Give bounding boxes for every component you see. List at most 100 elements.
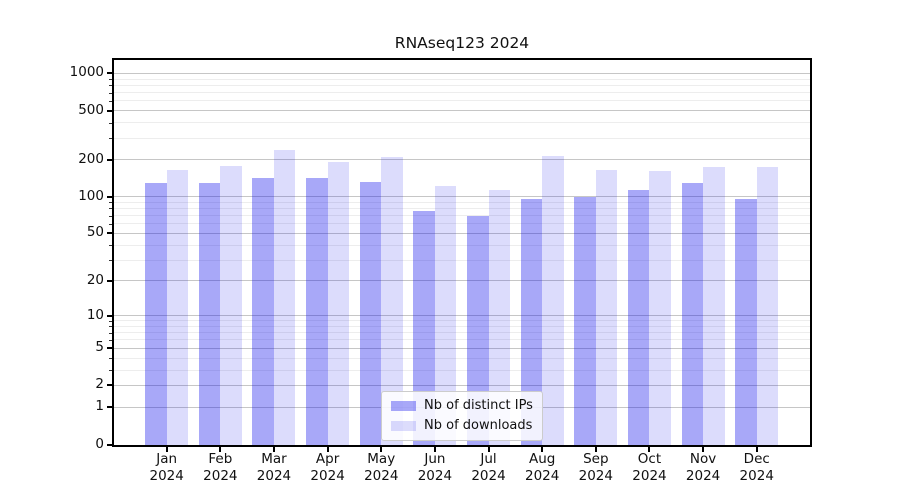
x-tick xyxy=(219,447,222,452)
bar-jun-distinct-ips xyxy=(413,210,435,445)
y-minor-tick xyxy=(109,260,112,262)
grid-major-line xyxy=(114,347,810,349)
y-tick-label-2: 2 xyxy=(95,376,104,393)
grid-minor-line xyxy=(114,357,810,359)
y-minor-tick xyxy=(109,138,112,139)
y-major-tick xyxy=(107,158,112,161)
grid-minor-line xyxy=(114,122,810,124)
legend-label-downloads: Nb of downloads xyxy=(424,418,533,433)
grid-minor-line xyxy=(114,84,810,86)
grid-minor-line xyxy=(114,332,810,334)
grid-minor-line xyxy=(114,320,810,322)
x-tick-label-jul: Jul 2024 xyxy=(471,451,506,484)
x-tick xyxy=(702,447,705,452)
bar-mar-distinct-ips xyxy=(252,177,274,445)
grid-major-line xyxy=(114,110,810,112)
y-minor-tick xyxy=(109,79,112,81)
y-minor-tick xyxy=(109,85,112,87)
bar-feb-downloads xyxy=(220,165,242,445)
bar-nov-downloads xyxy=(703,167,725,445)
bar-jul-downloads xyxy=(488,189,511,445)
legend-item-downloads: Nb of downloads xyxy=(391,418,533,433)
y-tick-label-200: 200 xyxy=(78,150,104,167)
x-tick xyxy=(648,447,651,452)
bar-jan-downloads xyxy=(166,169,189,445)
x-tick-label-dec: Dec 2024 xyxy=(739,451,774,484)
grid-major-line xyxy=(114,159,810,161)
x-tick-label-aug: Aug 2024 xyxy=(524,451,560,484)
x-tick-label-may: May 2024 xyxy=(364,451,399,484)
y-minor-tick xyxy=(109,358,112,360)
bar-nov-distinct-ips xyxy=(681,183,704,445)
grid-major-line xyxy=(114,196,810,198)
x-tick-label-feb: Feb 2024 xyxy=(203,451,238,484)
bar-feb-distinct-ips xyxy=(198,183,221,445)
y-tick-label-1000: 1000 xyxy=(69,64,104,81)
bar-mar-downloads xyxy=(273,150,296,445)
grid-minor-line xyxy=(114,215,810,217)
bar-jul-distinct-ips xyxy=(467,216,489,445)
legend-swatch-downloads xyxy=(391,420,416,431)
grid-major-line xyxy=(114,280,810,282)
grid-major-line xyxy=(114,384,810,386)
bar-dec-distinct-ips xyxy=(735,198,757,445)
x-tick xyxy=(272,447,275,452)
bar-apr-downloads xyxy=(327,161,350,445)
x-tick-label-mar: Mar 2024 xyxy=(256,451,292,484)
y-major-tick xyxy=(107,347,112,350)
grid-minor-line xyxy=(114,201,810,203)
y-tick-label-50: 50 xyxy=(86,224,104,241)
grid-minor-line xyxy=(114,339,810,341)
legend-label-distinct-ips: Nb of distinct IPs xyxy=(424,398,533,413)
chart-title: RNAseq123 2024 xyxy=(394,34,530,52)
grid-minor-line xyxy=(114,244,810,246)
x-tick xyxy=(380,447,383,452)
y-major-tick xyxy=(107,279,112,282)
plot-area xyxy=(107,58,812,452)
x-tick xyxy=(755,447,758,452)
y-major-tick xyxy=(107,314,112,317)
x-tick-label-jun: Jun 2024 xyxy=(417,451,453,484)
y-minor-tick xyxy=(109,320,112,322)
y-major-tick xyxy=(107,72,112,75)
x-tick xyxy=(433,447,436,452)
y-major-tick xyxy=(107,443,112,446)
legend: Nb of distinct IPs Nb of downloads xyxy=(381,391,543,441)
y-minor-tick xyxy=(109,339,112,341)
y-minor-tick xyxy=(109,245,112,247)
y-major-tick xyxy=(107,195,112,198)
y-minor-tick xyxy=(109,326,112,328)
bar-aug-downloads xyxy=(542,155,564,445)
y-minor-tick xyxy=(109,215,112,217)
bar-aug-distinct-ips xyxy=(520,198,543,445)
x-tick-label-sep: Sep 2024 xyxy=(578,451,613,484)
bar-jun-downloads xyxy=(434,185,457,445)
y-major-tick xyxy=(107,384,112,387)
grid-minor-line xyxy=(114,137,810,139)
y-tick-label-5: 5 xyxy=(95,339,104,356)
bar-oct-downloads xyxy=(649,170,671,445)
grid-major-line xyxy=(114,232,810,234)
y-minor-tick xyxy=(109,122,112,124)
y-major-tick xyxy=(107,406,112,409)
grid-minor-line xyxy=(114,78,810,80)
x-tick xyxy=(541,447,544,452)
y-minor-tick xyxy=(109,332,112,334)
grid-minor-line xyxy=(114,223,810,225)
y-minor-tick xyxy=(109,208,112,210)
grid-minor-line xyxy=(114,92,810,94)
grid-minor-line xyxy=(114,369,810,371)
legend-swatch-distinct-ips xyxy=(391,400,416,411)
y-minor-tick xyxy=(109,202,112,204)
y-tick-label-500: 500 xyxy=(78,101,104,118)
y-tick-label-100: 100 xyxy=(78,187,104,204)
y-major-tick xyxy=(107,232,112,235)
y-minor-tick xyxy=(109,370,112,372)
grid-minor-line xyxy=(114,100,810,102)
bar-jan-distinct-ips xyxy=(145,182,167,445)
bar-dec-downloads xyxy=(756,167,779,445)
y-minor-tick xyxy=(109,92,112,94)
grid-minor-line xyxy=(114,207,810,209)
bar-oct-distinct-ips xyxy=(627,190,650,445)
bar-may-downloads xyxy=(381,157,403,445)
